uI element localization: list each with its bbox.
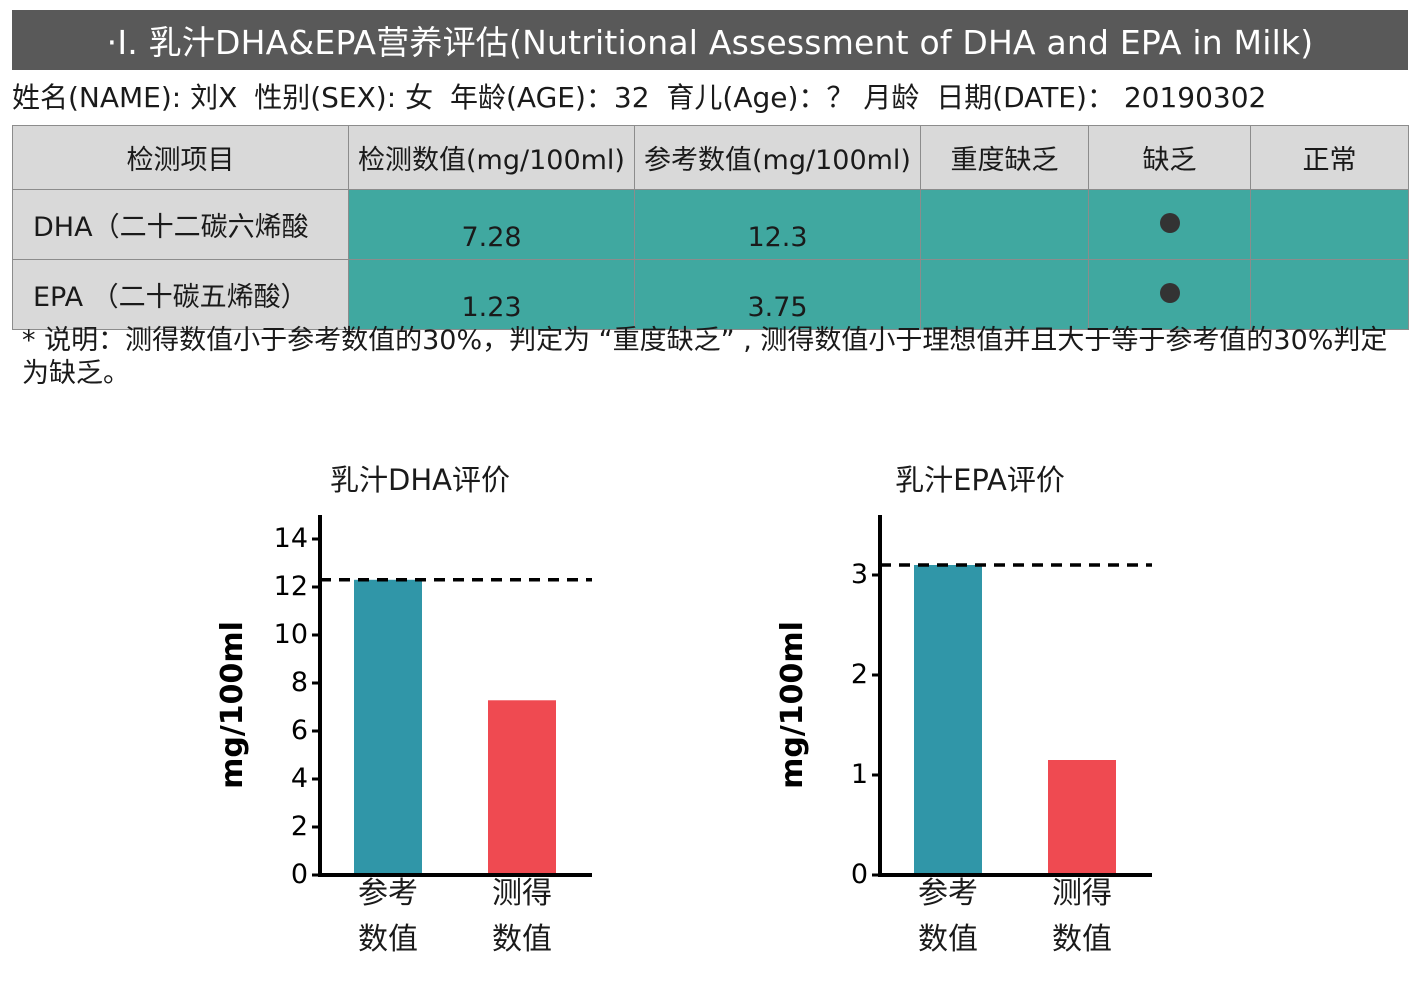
row-item: DHA（二十二碳六烯酸 bbox=[12, 189, 349, 260]
table-row-epa: EPA （二十碳五烯酸） 1.23 3.75 bbox=[12, 259, 1409, 330]
assessment-note: * 说明：测得数值小于参考数值的30%，判定为 “重度缺乏” , 测得数值小于理… bbox=[22, 325, 1388, 389]
y-tick-label: 2 bbox=[851, 659, 868, 690]
y-tick-label: 3 bbox=[851, 559, 868, 590]
patient-sex: 性别(SEX): 女 bbox=[254, 81, 434, 114]
y-tick-label: 12 bbox=[274, 571, 308, 602]
x-category-label: 数值 bbox=[358, 922, 418, 957]
chart-title: 乳汁DHA评价 bbox=[330, 463, 510, 497]
chart-title: 乳汁EPA评价 bbox=[895, 463, 1065, 497]
header-severe: 重度缺乏 bbox=[920, 125, 1089, 190]
y-tick-label: 0 bbox=[291, 859, 308, 890]
dha-chart: 乳汁DHA评价 mg/100ml 0 2 4 6 8 10 12 14 参考数值 测得数值 bbox=[215, 463, 592, 957]
patient-info: 姓名(NAME): 刘X 性别(SEX): 女 年龄(AGE)：32 育儿(Ag… bbox=[12, 76, 1274, 116]
row-measured: 7.28 bbox=[348, 189, 635, 260]
table-row-dha: DHA（二十二碳六烯酸 7.28 12.3 bbox=[12, 189, 1409, 260]
report-date: 日期(DATE)： 20190302 bbox=[936, 81, 1267, 114]
header-normal: 正常 bbox=[1250, 125, 1409, 190]
x-category-label: 参考 bbox=[358, 876, 418, 911]
x-category-label: 数值 bbox=[1052, 922, 1112, 957]
patient-name: 姓名(NAME): 刘X bbox=[12, 81, 238, 114]
x-category-label: 测得 bbox=[492, 876, 552, 911]
y-tick-label: 2 bbox=[291, 811, 308, 842]
header-item: 检测项目 bbox=[12, 125, 349, 190]
row-normal-cell bbox=[1250, 189, 1409, 260]
y-tick-label: 6 bbox=[291, 715, 308, 746]
y-tick-label: 0 bbox=[851, 859, 868, 890]
deficient-marker-icon bbox=[1159, 283, 1180, 303]
reference-bar bbox=[354, 579, 422, 875]
y-axis-label: mg/100ml bbox=[775, 621, 810, 789]
y-tick-label: 8 bbox=[291, 667, 308, 698]
baby-age: 育儿(Age)：？ 月龄 bbox=[666, 81, 920, 114]
row-deficient-cell bbox=[1088, 189, 1251, 260]
measured-bar bbox=[1048, 760, 1116, 875]
y-tick-label: 4 bbox=[291, 763, 308, 794]
row-severe-cell bbox=[920, 259, 1089, 330]
y-tick-label: 14 bbox=[274, 523, 308, 554]
row-severe-cell bbox=[920, 189, 1089, 260]
row-item: EPA （二十碳五烯酸） bbox=[12, 259, 349, 330]
x-category-label: 数值 bbox=[492, 922, 552, 957]
x-category-label: 参考 bbox=[918, 876, 978, 911]
report-title: ·I. 乳汁DHA&EPA营养评估(Nutritional Assessment… bbox=[12, 10, 1408, 70]
x-category-label: 测得 bbox=[1052, 876, 1112, 911]
reference-bar bbox=[914, 565, 982, 875]
header-deficient: 缺乏 bbox=[1088, 125, 1251, 190]
row-reference: 12.3 bbox=[634, 189, 921, 260]
y-tick-label: 1 bbox=[851, 759, 868, 790]
header-reference: 参考数值(mg/100ml) bbox=[634, 125, 921, 190]
table-header-row: 检测项目 检测数值(mg/100ml) 参考数值(mg/100ml) 重度缺乏 … bbox=[12, 125, 1409, 190]
epa-chart: 乳汁EPA评价 mg/100ml 0 1 2 3 参考数值 测得数值 bbox=[775, 463, 1152, 957]
deficient-marker-icon bbox=[1159, 213, 1180, 233]
x-category-label: 数值 bbox=[918, 922, 978, 957]
header-measured: 检测数值(mg/100ml) bbox=[348, 125, 635, 190]
y-axis-label: mg/100ml bbox=[215, 621, 250, 789]
row-measured: 1.23 bbox=[348, 259, 635, 330]
patient-age: 年龄(AGE)：32 bbox=[449, 81, 650, 114]
y-tick-label: 10 bbox=[274, 619, 308, 650]
row-normal-cell bbox=[1250, 259, 1409, 330]
measured-bar bbox=[488, 700, 556, 875]
row-deficient-cell bbox=[1088, 259, 1251, 330]
row-reference: 3.75 bbox=[634, 259, 921, 330]
results-table: 检测项目 检测数值(mg/100ml) 参考数值(mg/100ml) 重度缺乏 … bbox=[12, 125, 1409, 330]
